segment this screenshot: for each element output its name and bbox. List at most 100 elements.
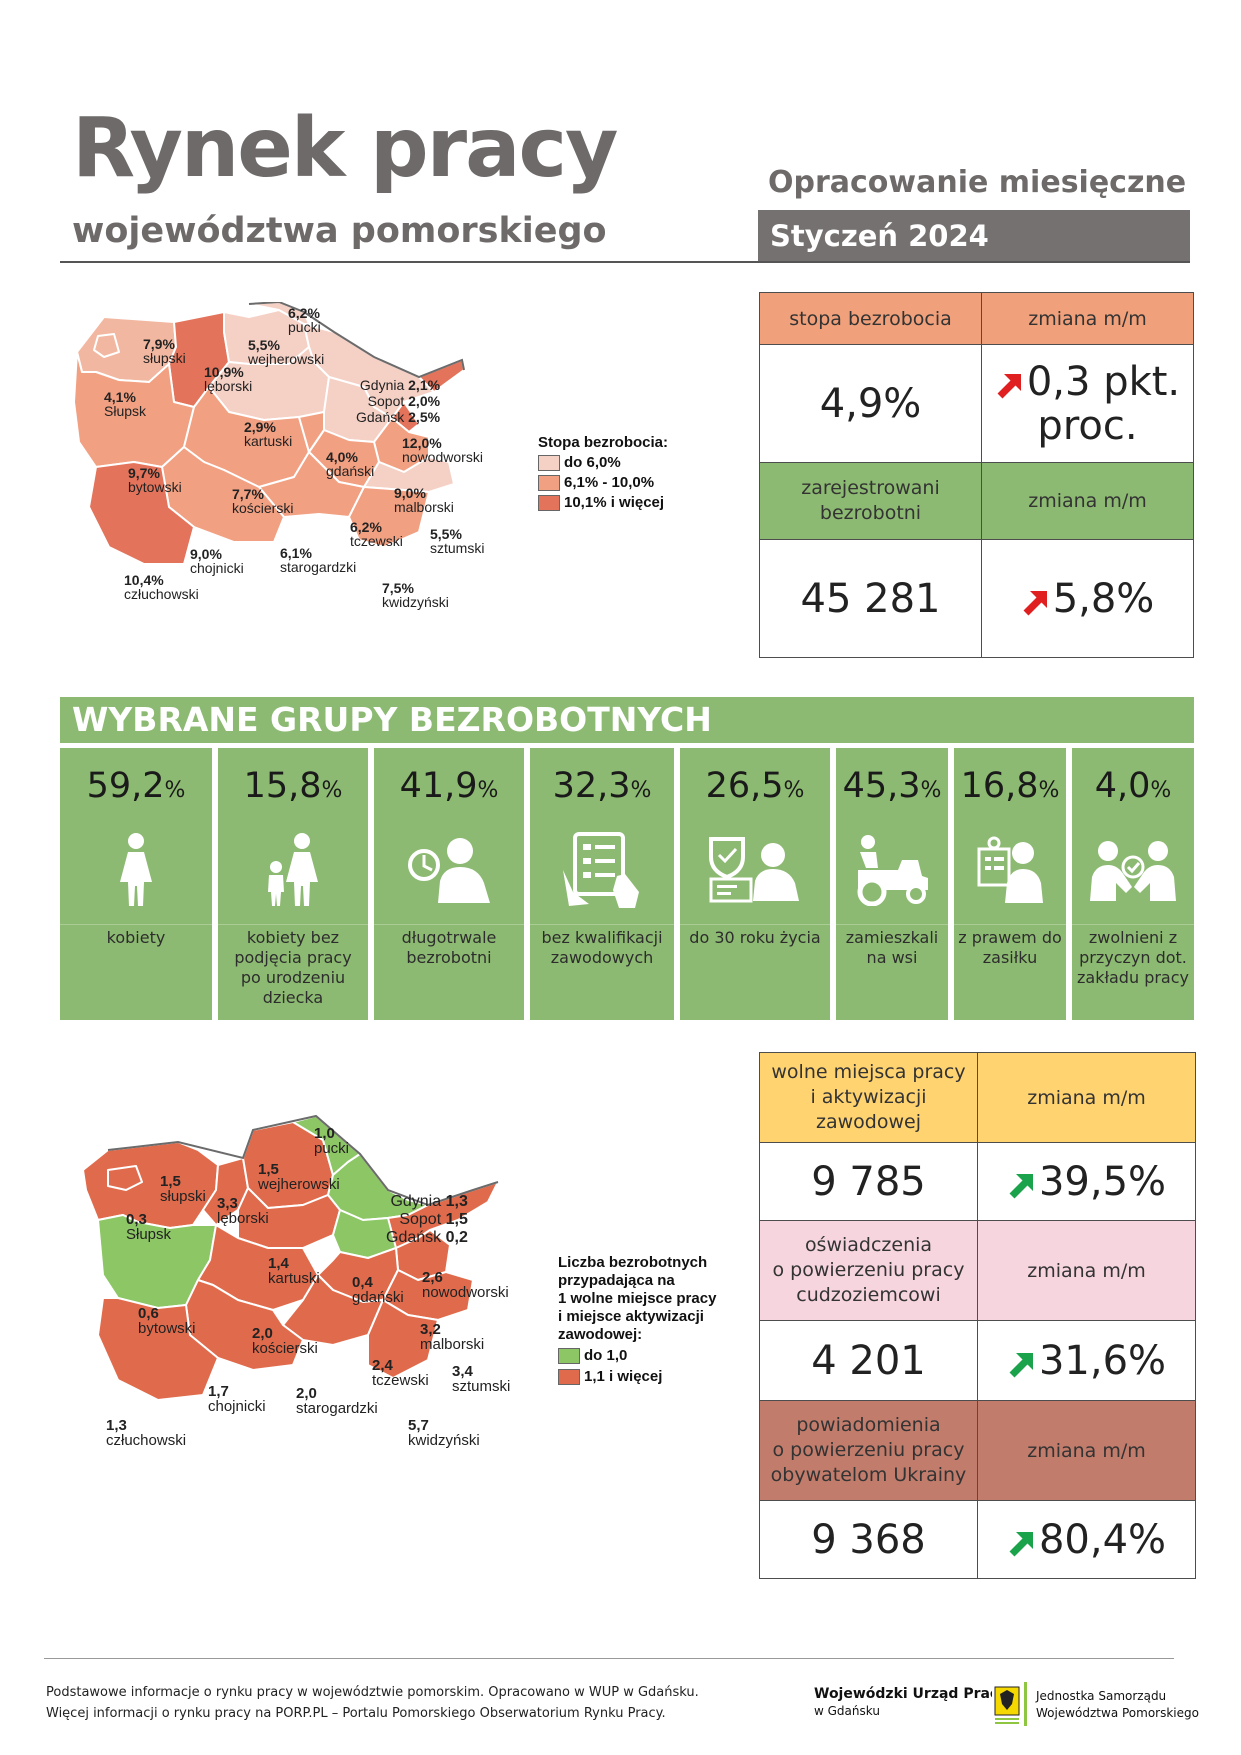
arrow-up-red-icon — [997, 373, 1021, 398]
group-value: 41,9% — [399, 766, 499, 806]
map1-coastline — [248, 302, 465, 379]
group-label: bez kwalifikacji zawodowych — [541, 928, 663, 967]
map1-label-kartuski: 2,9% kartuski — [244, 419, 293, 449]
map2-label-gdanski: 0,4 gdański — [352, 1274, 404, 1306]
arrow-up-red-icon — [1023, 590, 1047, 615]
rate-change-header: zmiana m/m — [981, 292, 1194, 345]
map1-legend: Stopa bezrobocia: do 6,0% 6,1% - 10,0% 1… — [538, 434, 669, 511]
group-value: 4,0% — [1094, 766, 1172, 806]
map1-label-wejherowski: 5,5% wejherowski — [248, 337, 325, 367]
report-type: Opracowanie miesięczne — [768, 165, 1187, 200]
map1-label-koscierski: 7,7% kościerski — [232, 486, 294, 516]
rate-change-cell: 0,3 pkt. proc. — [981, 344, 1194, 463]
notifications-header: powiadomienia o powierzeniu pracy obywatel… — [759, 1400, 978, 1501]
legend-swatch-low — [538, 454, 560, 471]
map2-slupsk-city-region — [107, 1165, 143, 1191]
group-value: 26,5% — [705, 766, 805, 806]
group-card-benefit: 16,8% z prawem do zasiłku — [954, 748, 1066, 1020]
map2-label-sztumski: 3,4 sztumski — [452, 1363, 511, 1395]
group-label: kobiety bez podjęcia pracy po urodzeniu … — [234, 928, 352, 1007]
map2-czluchowski-region — [97, 1297, 219, 1401]
map1-label-slupsk: 4,1% Słupsk — [104, 389, 147, 419]
map2-city-labels: Gdynia 1,3 Sopot 1,5 Gdańsk 0,2 — [386, 1193, 468, 1246]
group-label: do 30 roku życia — [689, 928, 821, 947]
arrow-up-green-icon — [1009, 1173, 1033, 1198]
map2-label-slupsk: 0,3 Słupsk — [126, 1211, 172, 1243]
legend-swatch-high — [538, 494, 560, 511]
registered-header: zarejestrowani bezrobotni — [759, 462, 982, 540]
tractor-icon — [857, 835, 928, 906]
map1-label-pucki: 6,2% pucki — [288, 305, 321, 335]
map2-coastline — [107, 1114, 499, 1207]
map2-label-kwidzynski: 5,7 kwidzyński — [408, 1417, 480, 1449]
map1-label-nowodworski: 12,0% nowodworski — [402, 435, 483, 465]
declarations-change-header: zmiana m/m — [977, 1220, 1196, 1321]
map1-label-leborski: 10,9% lęborski — [204, 364, 253, 394]
vacancies-change-cell: 39,5% — [977, 1142, 1196, 1221]
young-person-computer-icon — [709, 837, 799, 903]
map2-label-chojnicki: 1,7 chojnicki — [208, 1383, 266, 1415]
map1-label-czluchowski: 10,4% człuchowski — [124, 572, 199, 602]
footer-text: Podstawowe informacje o rynku pracy w wo… — [46, 1685, 699, 1721]
map2-legend: Liczba bezrobotnych przypadająca na 1 wo… — [558, 1254, 717, 1385]
legend-swatch-red — [558, 1369, 580, 1385]
group-label: zamieszkali na wsi — [845, 928, 939, 967]
map1-label-kwidzynski: 7,5% kwidzyński — [382, 580, 449, 610]
vacancies-change-header: zmiana m/m — [977, 1052, 1196, 1143]
legend-swatch-mid — [538, 474, 560, 491]
group-label: zwolnieni z przyczyn dot. zakładu pracy — [1076, 928, 1189, 987]
rate-value: 4,9% — [759, 344, 982, 463]
group-card-long-term: 41,9% długotrwale bezrobotni — [374, 748, 524, 1020]
notifications-change-cell: 80,4% — [977, 1500, 1196, 1579]
footer-divider — [44, 1658, 1174, 1659]
arrow-up-green-icon — [1009, 1352, 1033, 1377]
group-value: 32,3% — [552, 766, 652, 806]
unemployed-per-vacancy-map — [82, 1114, 499, 1401]
pomorskie-crest-icon — [992, 1684, 1022, 1728]
group-card-women: 59,2% kobiety — [60, 748, 212, 1020]
map2-label-slupski: 1,5 słupski — [160, 1173, 206, 1205]
group-label: kobiety — [106, 928, 166, 947]
period-banner: Styczeń 2024 — [758, 210, 1190, 262]
registered-change-header: zmiana m/m — [981, 462, 1194, 540]
samorzad-logo: Jednostka Samorządu Województwa Pomorskie… — [1036, 1689, 1199, 1720]
kpi-bottom-table: wolne miejsca pracy i aktywizacji zawodowe… — [759, 1052, 1196, 1579]
group-card-rural: 45,3% zamieszkali na wsi — [836, 748, 948, 1020]
rate-header: stopa bezrobocia — [759, 292, 982, 345]
map1-label-sztumski: 5,5% sztumski — [430, 526, 485, 556]
group-card-mothers: 15,8% kobiety bez podjęcia pracy po urod… — [218, 748, 368, 1020]
clock-person-icon — [408, 838, 490, 903]
arrow-up-green-icon — [1009, 1531, 1033, 1556]
map2-label-bytowski: 0,6 bytowski — [138, 1305, 196, 1337]
wup-logo: Wojewódzki Urząd Pracy w Gdańsku — [814, 1686, 1008, 1718]
map1-slupsk-city-region — [93, 333, 120, 358]
map2-label-tczewski: 2,4 tczewski — [372, 1357, 429, 1389]
map1-label-bytowski: 9,7% bytowski — [128, 465, 182, 495]
group-card-under-30: 26,5% do 30 roku życia — [680, 748, 830, 1020]
kpi-top-table: stopa bezrobocia zmiana m/m 4,9% 0,3 pkt… — [759, 292, 1194, 658]
group-label: długotrwale bezrobotni — [401, 928, 497, 967]
page-subtitle: województwa pomorskiego — [72, 211, 607, 251]
map1-nowodworski-region — [391, 359, 465, 433]
map1-czluchowski-region — [88, 461, 195, 565]
vacancies-header: wolne miejsca pracy i aktywizacji zawodowe… — [759, 1052, 978, 1143]
group-card-dismissed: 4,0% zwolnieni z przyczyn dot. zakładu p… — [1072, 748, 1194, 1020]
header-divider — [60, 261, 1190, 263]
map2-label-wejherowski: 1,5 wejherowski — [258, 1161, 340, 1193]
group-value: 15,8% — [243, 766, 343, 806]
notifications-value: 9 368 — [759, 1500, 978, 1579]
registered-change-cell: 5,8% — [981, 539, 1194, 658]
map2-label-leborski: 3,3 lęborski — [217, 1195, 269, 1227]
group-label: z prawem do zasiłku — [958, 928, 1062, 967]
woman-icon — [120, 833, 152, 906]
map2-label-starogardzki: 2,0 starogardzki — [296, 1385, 378, 1417]
mother-child-icon — [268, 833, 318, 906]
map1-label-tczewski: 6,2% tczewski — [350, 519, 403, 549]
page-title: Rynek pracy — [72, 101, 619, 196]
map2-label-czluchowski: 1,3 człuchowski — [106, 1417, 187, 1449]
map1-city-labels: Gdynia 2,1% Sopot 2,0% Gdańsk 2,5% — [356, 377, 441, 425]
group-value: 45,3% — [842, 766, 942, 806]
groups-title: WYBRANE GRUPY BEZROBOTNYCH — [60, 697, 1194, 743]
group-value: 16,8% — [960, 766, 1060, 806]
map2-koscierski-region — [197, 1224, 319, 1311]
